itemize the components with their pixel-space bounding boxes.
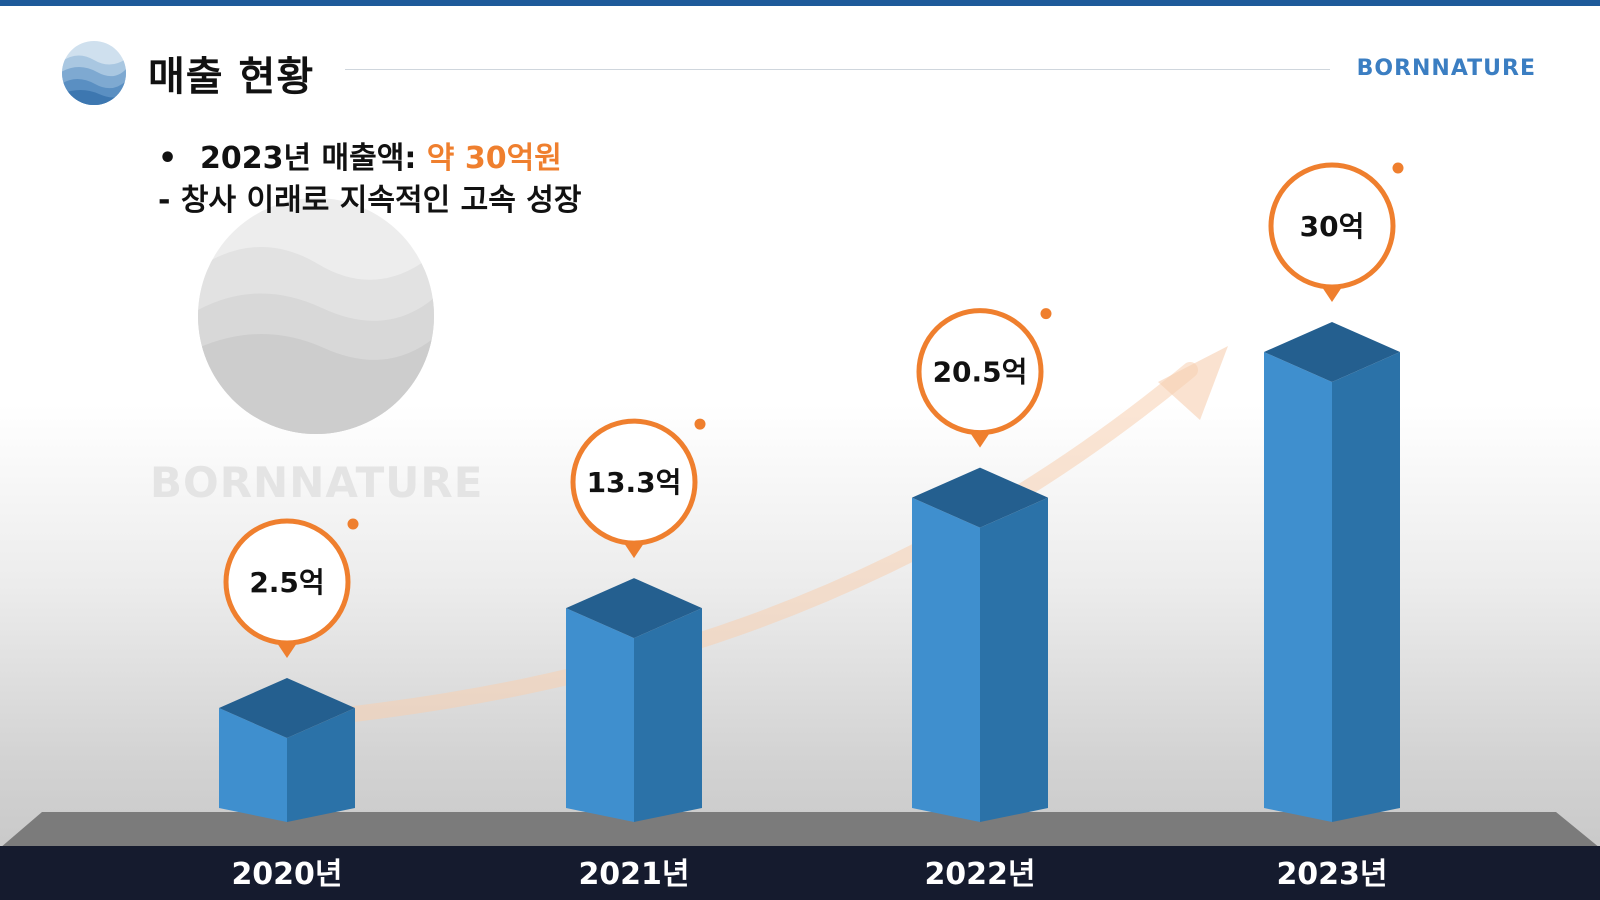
floor-platform (0, 812, 1600, 848)
bubble-ring (570, 418, 698, 546)
summary-line-2: - 창사 이래로 지속적인 고속 성장 (158, 183, 582, 218)
bubble-ring (916, 308, 1044, 436)
title-divider (345, 69, 1330, 70)
summary-prefix: 2023년 매출액: (200, 141, 427, 176)
wave-logo-icon (62, 41, 126, 105)
bar-top (219, 678, 355, 738)
page-title: 매출 현황 (148, 54, 315, 100)
value-label: 30억 (1300, 210, 1365, 243)
brand-logo-text: BORNNATURE (1356, 56, 1536, 81)
bar-2 (566, 578, 702, 822)
bar-3 (912, 467, 1048, 822)
bar-face-left (1264, 352, 1332, 822)
top-accent-bar (0, 0, 1600, 6)
value-label: 2.5억 (249, 566, 324, 599)
bar-face-left (566, 608, 634, 822)
bubble-dot (694, 418, 706, 430)
bar-face-right (287, 708, 355, 822)
x-tick-label: 2022년 (924, 857, 1035, 892)
value-label: 20.5억 (933, 356, 1028, 389)
value-bubble-3: 20.5억 (916, 308, 1052, 448)
value-bubble-4: 30억 (1268, 162, 1404, 302)
footer-band (0, 846, 1600, 900)
x-tick-label: 2023년 (1276, 857, 1387, 892)
bar-face-right (634, 608, 702, 822)
bar-top (912, 467, 1048, 528)
growth-arrow (292, 346, 1228, 728)
bar-face-left (219, 708, 287, 822)
bar-1 (219, 678, 355, 822)
bubble-dot (1040, 308, 1052, 320)
bar-face-right (980, 497, 1048, 822)
bar-top (566, 578, 702, 639)
value-label: 13.3억 (587, 466, 682, 499)
bubble-ring (1268, 162, 1396, 290)
value-bubble-2: 13.3억 (570, 418, 706, 559)
bubble-dot (1392, 162, 1404, 174)
x-tick-label: 2020년 (231, 857, 342, 892)
value-bubble-1: 2.5억 (223, 518, 359, 658)
summary-line-1: • 2023년 매출액: 약 30억원 (158, 138, 581, 180)
bar-face-left (912, 497, 980, 822)
x-tick-label: 2021년 (578, 857, 689, 892)
summary-highlight: 약 30억원 (426, 141, 562, 176)
summary-bullets: • 2023년 매출액: 약 30억원 - 창사 이래로 지속적인 고속 성장 (158, 138, 581, 222)
bar-top (1264, 322, 1400, 382)
watermark-wave-icon (198, 198, 434, 434)
bubble-dot (347, 518, 359, 530)
bar-face-right (1332, 352, 1400, 822)
bullet-dot: • (158, 141, 178, 176)
watermark-brand: BORNNATURE (150, 458, 484, 507)
bubble-ring (223, 518, 351, 646)
bar-4 (1264, 322, 1400, 822)
